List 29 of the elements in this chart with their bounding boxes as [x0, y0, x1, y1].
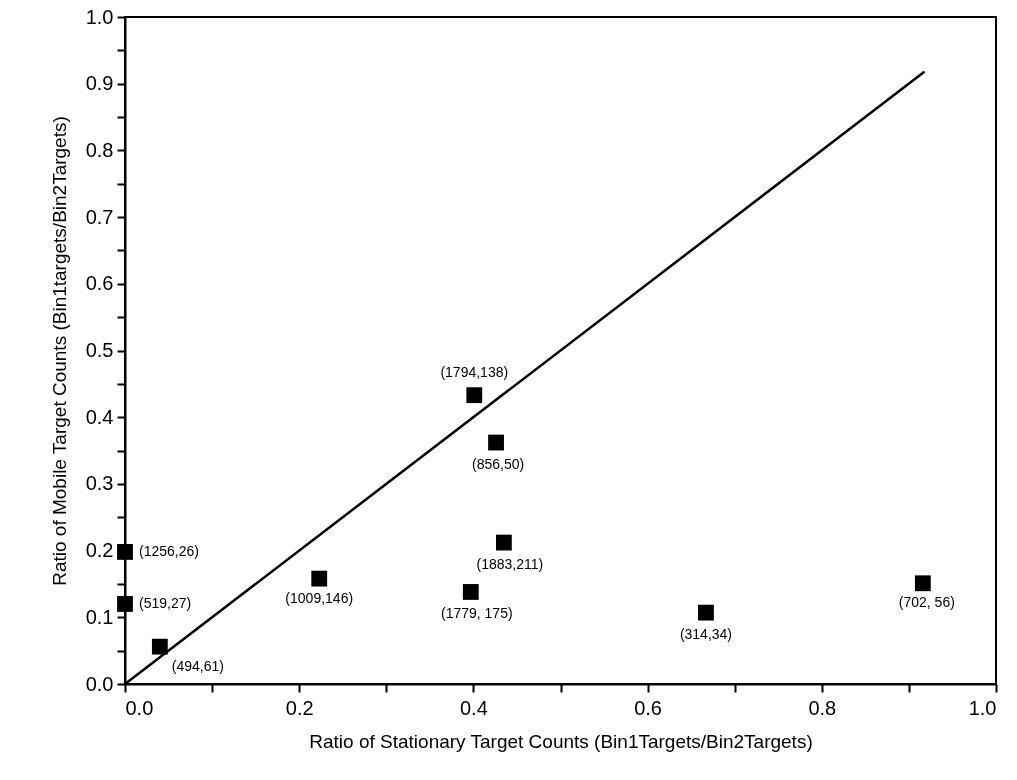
y-tick-label: 0.8: [85, 138, 114, 161]
annotation: (856,50): [471, 455, 525, 472]
y-tick-label: 0.6: [85, 272, 114, 295]
y-tick-label: 1.0: [85, 5, 114, 28]
annotation: (1779, 175): [440, 604, 513, 621]
y-tick-label: 0.4: [85, 405, 114, 428]
x-tick-label: 0.6: [634, 696, 663, 719]
x-axis-title: Ratio of Stationary Target Counts (Bin1Targets/Bin2Targets): [309, 730, 813, 752]
annotation: (519,27): [139, 594, 192, 611]
y-tick-label: 0.2: [85, 539, 114, 562]
x-tick-label: 0.0: [125, 696, 154, 719]
x-tick-label: 1.0: [968, 696, 997, 719]
annotation: (702, 56): [898, 594, 955, 611]
annotation: (1794,138): [440, 364, 509, 381]
x-tick-label: 0.8: [808, 696, 837, 719]
annotation: (314,34): [679, 625, 733, 642]
annotation: (494,61): [171, 657, 224, 674]
annotation: (1883,211): [476, 555, 544, 572]
y-tick-label: 0.5: [85, 339, 114, 361]
x-tick-label: 0.4: [459, 696, 488, 719]
x-tick-label: 0.2: [285, 696, 314, 719]
y-tick-label: 0.0: [85, 672, 114, 695]
annotation: (1009,146): [285, 589, 354, 606]
y-tick-label: 0.7: [85, 205, 114, 228]
annotation: (1256,26): [139, 542, 199, 559]
y-axis-title: Ratio of Mobile Target Counts (Bin1targets/Bin2Targets): [48, 116, 70, 586]
y-tick-label: 0.3: [85, 472, 114, 495]
y-tick-label: 0.1: [85, 605, 114, 628]
y-tick-label: 0.9: [85, 72, 114, 95]
